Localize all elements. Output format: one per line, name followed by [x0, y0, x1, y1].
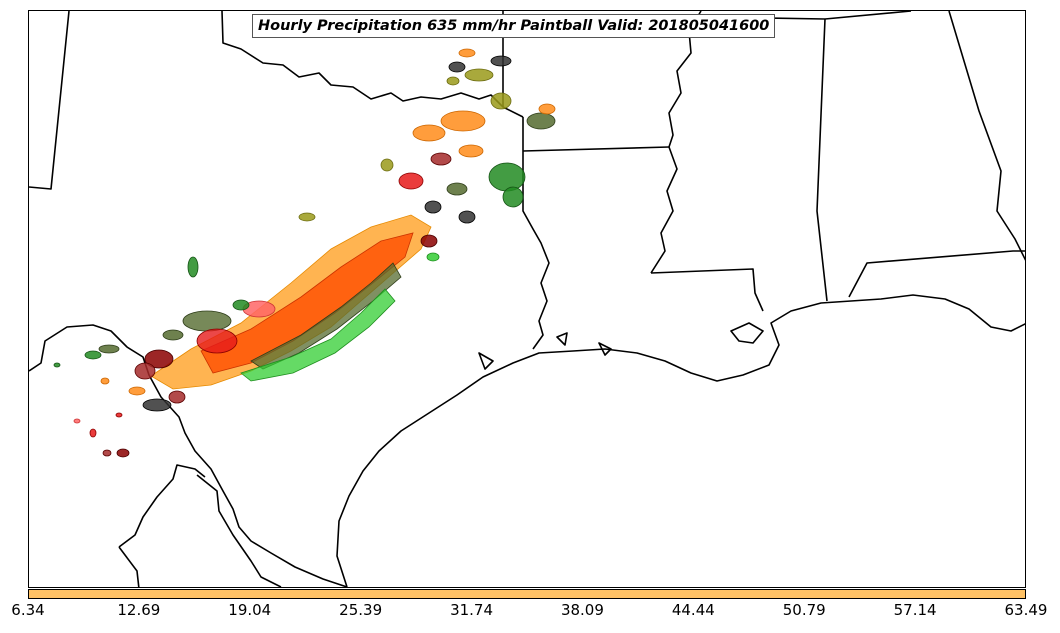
- colorbar-tick-label: 50.79: [782, 601, 826, 619]
- state-border-la-ms: [650, 268, 764, 312]
- mexico-state-border: [118, 464, 282, 587]
- precip-cell: [490, 55, 512, 67]
- precip-cell: [490, 92, 512, 110]
- precip-cell: [448, 61, 466, 73]
- precip-cell: [430, 152, 452, 166]
- precip-cell: [446, 182, 468, 196]
- precip-cell: [502, 186, 524, 208]
- precip-cell: [144, 349, 174, 369]
- colorbar-tick-label: 44.44: [671, 601, 715, 619]
- precip-cell: [380, 158, 394, 172]
- precip-cell: [458, 48, 476, 58]
- map-title: Hourly Precipitation 635 mm/hr Paintball…: [252, 14, 776, 38]
- precip-cell: [440, 110, 486, 132]
- colorbar: [28, 589, 1026, 599]
- colorbar-tick-label: 19.04: [228, 601, 272, 619]
- precip-cell: [424, 200, 442, 214]
- precip-cell: [53, 362, 61, 368]
- map-canvas: [29, 11, 1025, 587]
- precip-cell: [446, 76, 460, 86]
- colorbar-tick-label: 25.39: [339, 601, 383, 619]
- precip-cell: [182, 310, 232, 332]
- colorbar-tick-label: 31.74: [450, 601, 494, 619]
- state-border-tx-la: [522, 117, 550, 350]
- colorbar-tick-label: 57.14: [893, 601, 937, 619]
- colorbar-tick-label: 38.09: [560, 601, 604, 619]
- precip-cell: [458, 210, 476, 224]
- precip-cell: [398, 172, 424, 190]
- mississippi-river: [650, 11, 702, 274]
- coastline: [336, 294, 1025, 587]
- state-border-al-ga: [948, 11, 1025, 261]
- precipitation-paintball: [53, 48, 556, 458]
- precip-cell: [412, 124, 446, 142]
- precip-cell: [196, 328, 238, 354]
- bay-coast: [478, 332, 612, 370]
- colorbar-tick-label: 63.49: [1004, 601, 1048, 619]
- precip-cell: [84, 350, 102, 360]
- precip-cell: [458, 144, 484, 158]
- state-border-nm-tx: [29, 11, 70, 190]
- precip-cell: [98, 344, 120, 354]
- precip-cell: [464, 68, 494, 82]
- precip-cell: [526, 112, 556, 130]
- precip-swath-lime: [240, 288, 396, 382]
- colorbar-tick-label: 6.34: [11, 601, 45, 619]
- precip-cell: [73, 418, 81, 424]
- state-border-red-river: [221, 11, 524, 118]
- precip-cell: [538, 103, 556, 115]
- precip-cell: [168, 390, 186, 404]
- precip-cell: [134, 362, 156, 380]
- precip-cell: [89, 428, 97, 438]
- precip-cell: [187, 256, 199, 278]
- precip-cell: [232, 299, 250, 311]
- precip-cell: [426, 252, 440, 262]
- precip-cell: [128, 386, 146, 396]
- map-panel: [28, 10, 1026, 588]
- precip-cell: [142, 398, 172, 412]
- precip-cell: [488, 162, 526, 192]
- precip-cell: [298, 212, 316, 222]
- precip-cell: [116, 448, 130, 458]
- precip-cell: [102, 449, 112, 457]
- colorbar-tick-label: 12.69: [117, 601, 161, 619]
- state-border-ar-la: [522, 146, 670, 152]
- state-border-al-fl: [848, 250, 1025, 298]
- precip-cell: [420, 234, 438, 248]
- delta-coast: [730, 322, 764, 344]
- precip-cell: [115, 412, 123, 418]
- precip-cell: [100, 377, 110, 385]
- international-border: [29, 324, 348, 587]
- precip-swath-red: [200, 232, 414, 374]
- precip-cell: [162, 329, 184, 341]
- state-border-ms-al: [816, 18, 828, 302]
